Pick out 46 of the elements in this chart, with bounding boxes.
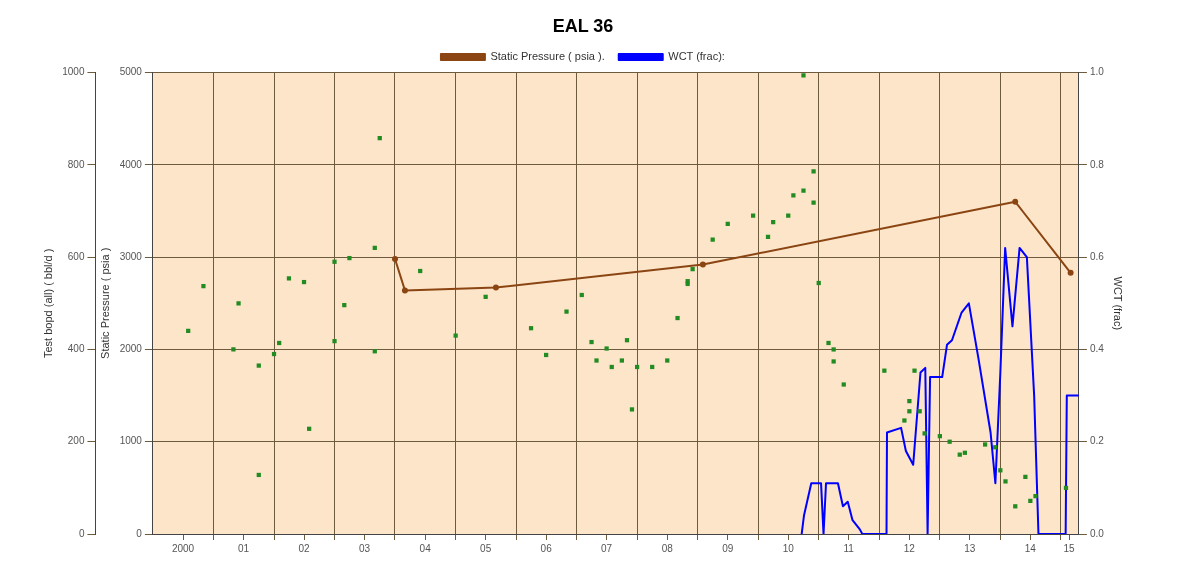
y-tick-label: 2000 (119, 343, 143, 355)
x-tick-label: 14 (1024, 542, 1037, 554)
point (1067, 269, 1074, 276)
x-tick-label: 12 (903, 542, 916, 554)
point (492, 284, 499, 291)
y3-axis-title: Test bopd (all) ( bbl/d ) (41, 248, 54, 359)
point (401, 287, 408, 294)
y2-tick-label: 0.2 (1089, 435, 1105, 447)
point (392, 256, 398, 263)
y-axis-title: Static Pressure ( psia ) (99, 247, 112, 359)
point (1012, 198, 1019, 205)
y3-tick-label: 0 (78, 527, 85, 539)
x-tick-label: 04 (419, 542, 432, 554)
y2-axis-title: WCT (frac) (1112, 276, 1125, 331)
y2-tick-label: 0.4 (1089, 343, 1105, 355)
y3-tick-label: 400 (67, 343, 85, 355)
y2-tick-label: 0.6 (1089, 250, 1105, 262)
y-tick-label: 0 (136, 527, 143, 539)
x-tick-label: 02 (298, 542, 311, 554)
y-tick-label: 5000 (119, 66, 143, 78)
y2-tick-label: 1.0 (1089, 66, 1105, 78)
y-tick-label: 4000 (119, 158, 143, 170)
x-tick-label: 01 (237, 542, 250, 554)
x-tick-label: 07 (601, 542, 613, 554)
legend-label: Static Pressure ( psia ). (490, 50, 605, 63)
x-tick-label: 08 (661, 542, 674, 554)
legend-label: WCT (frac): (668, 50, 725, 63)
x-tick-label: 06 (540, 542, 553, 554)
x-tick-label: 05 (480, 542, 492, 554)
x-tick-label: 2000 (171, 542, 195, 554)
y2-tick-label: 0.0 (1089, 527, 1105, 539)
x-tick-label: 13 (964, 542, 976, 554)
y-tick-label: 3000 (119, 250, 143, 262)
x-tick-label: 09 (722, 542, 734, 554)
x-tick-label: 03 (358, 542, 371, 554)
y3-tick-label: 200 (67, 435, 85, 447)
y3-tick-label: 600 (67, 250, 85, 262)
y-tick-label: 1000 (119, 435, 143, 447)
point (699, 261, 706, 268)
x-tick-label: 15 (1063, 542, 1076, 554)
x-tick-label: 10 (782, 542, 795, 554)
y3-tick-label: 1000 (62, 66, 85, 78)
y2-tick-label: 0.8 (1089, 158, 1105, 170)
y3-tick-label: 800 (67, 158, 85, 170)
x-tick-label: 11 (843, 542, 855, 554)
chart-title: EAL 36 (552, 15, 614, 36)
